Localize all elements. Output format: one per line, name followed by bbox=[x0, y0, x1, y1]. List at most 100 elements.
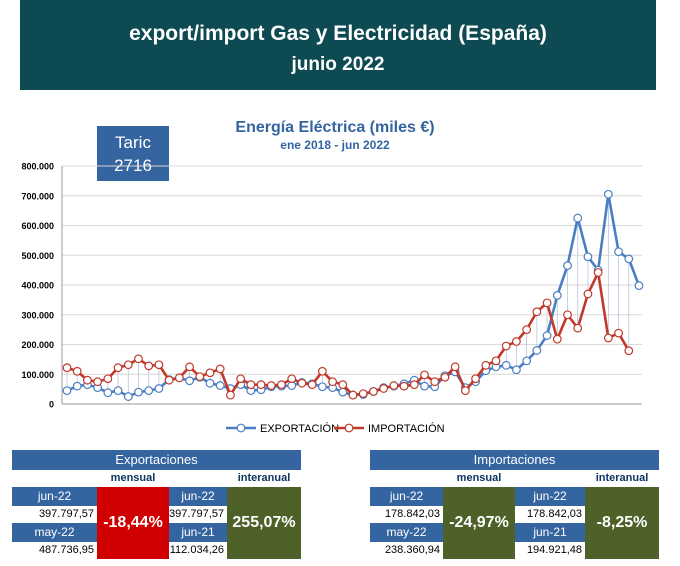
data-point bbox=[185, 376, 194, 386]
data-point bbox=[522, 325, 532, 335]
data-point bbox=[573, 323, 583, 333]
data-point bbox=[501, 341, 511, 351]
data-point bbox=[123, 392, 133, 401]
y-tick-label: 700.000 bbox=[21, 191, 54, 201]
data-point bbox=[297, 378, 307, 388]
data-point bbox=[164, 375, 174, 385]
legend-label: EXPORTACIÓN bbox=[260, 422, 339, 435]
data-point bbox=[389, 381, 399, 390]
data-point bbox=[62, 386, 72, 396]
data-point bbox=[103, 374, 113, 384]
data-point bbox=[348, 390, 358, 400]
report-title: export/import Gas y Electricidad (España… bbox=[129, 22, 547, 45]
data-point bbox=[522, 356, 532, 366]
data-point bbox=[420, 381, 429, 391]
imports-mensual-label: mensual bbox=[456, 472, 502, 484]
data-point bbox=[409, 380, 419, 390]
data-point bbox=[215, 381, 225, 390]
data-point bbox=[614, 247, 623, 257]
exports-yoy-cur-value: 397.797,57 bbox=[169, 506, 227, 523]
data-point bbox=[62, 363, 72, 373]
y-tick-label: 800.000 bbox=[21, 162, 54, 172]
data-point bbox=[471, 374, 480, 384]
data-point bbox=[72, 381, 82, 391]
data-point bbox=[532, 307, 542, 317]
data-point bbox=[552, 291, 562, 300]
data-point bbox=[154, 360, 164, 370]
data-point bbox=[205, 368, 215, 378]
exports-interanual-change: 255,07% bbox=[227, 487, 301, 559]
data-point bbox=[450, 362, 460, 372]
imports-yoy-prev-value: 194.921,48 bbox=[515, 542, 585, 559]
data-point bbox=[491, 356, 501, 366]
imports-cur-value: 178.842,03 bbox=[370, 506, 443, 523]
data-point bbox=[624, 254, 634, 264]
data-point bbox=[123, 360, 133, 370]
imports-mensual-change: -24,97% bbox=[443, 487, 515, 559]
data-point bbox=[614, 328, 623, 338]
data-point bbox=[512, 365, 521, 375]
data-point bbox=[195, 372, 205, 382]
data-point bbox=[583, 252, 593, 262]
exports-cur-month: jun-22 bbox=[12, 487, 97, 506]
data-point bbox=[103, 388, 113, 398]
data-point bbox=[266, 381, 276, 390]
data-point bbox=[328, 377, 337, 387]
data-point bbox=[501, 360, 511, 370]
exports-mensual-label: mensual bbox=[110, 472, 156, 484]
data-point bbox=[185, 362, 194, 372]
imports-cur-month: jun-22 bbox=[370, 487, 443, 506]
series-importacion bbox=[62, 268, 634, 400]
data-point bbox=[287, 374, 297, 384]
data-point bbox=[317, 366, 327, 376]
data-point bbox=[277, 380, 286, 390]
imports-interanual-label: interanual bbox=[595, 472, 649, 484]
data-point bbox=[542, 331, 552, 340]
data-point bbox=[358, 389, 368, 398]
taric-badge: Taric 2716 bbox=[97, 126, 169, 181]
data-point bbox=[563, 261, 572, 271]
data-point bbox=[338, 387, 348, 397]
data-point bbox=[603, 333, 613, 343]
data-point bbox=[205, 378, 215, 388]
data-point bbox=[307, 380, 317, 390]
data-point bbox=[624, 346, 634, 356]
legend-marker bbox=[344, 423, 354, 433]
data-point bbox=[512, 337, 521, 346]
data-point bbox=[215, 364, 225, 374]
exports-yoy-prev-month: jun-21 bbox=[169, 523, 227, 542]
chart-series bbox=[62, 189, 644, 401]
data-point bbox=[460, 386, 470, 396]
data-point bbox=[440, 372, 450, 382]
data-point bbox=[113, 363, 123, 373]
chart-title: Energía Eléctrica (miles €) bbox=[235, 119, 434, 136]
data-point bbox=[154, 384, 164, 393]
data-point bbox=[563, 310, 572, 320]
y-tick-label: 500.000 bbox=[21, 251, 54, 261]
y-tick-label: 200.000 bbox=[21, 340, 54, 350]
y-tick-label: 600.000 bbox=[21, 221, 54, 231]
chart-legend: EXPORTACIÓN IMPORTACIÓN bbox=[226, 422, 445, 435]
exports-mensual-change: -18,44% bbox=[97, 487, 169, 559]
data-point bbox=[72, 366, 82, 376]
data-point bbox=[144, 361, 154, 371]
chart-gridlines bbox=[62, 165, 642, 405]
exports-interanual-label: interanual bbox=[237, 472, 291, 484]
data-point bbox=[256, 380, 266, 390]
data-point bbox=[226, 390, 235, 400]
data-point bbox=[552, 334, 562, 344]
exports-table-title: Exportaciones bbox=[12, 450, 301, 470]
y-tick-label: 0 bbox=[49, 400, 54, 410]
electricity-chart: Energía Eléctrica (miles €) ene 2018 - j… bbox=[21, 119, 644, 435]
imports-yoy-cur-month: jun-22 bbox=[515, 487, 585, 506]
y-tick-label: 400.000 bbox=[21, 281, 54, 291]
imports-prev-month: may-22 bbox=[370, 523, 443, 542]
data-point bbox=[399, 381, 409, 391]
data-point bbox=[369, 387, 378, 396]
exports-prev-month: may-22 bbox=[12, 523, 97, 542]
data-point bbox=[634, 281, 644, 291]
imports-yoy-cur-value: 178.842,03 bbox=[515, 506, 585, 523]
data-point bbox=[430, 377, 440, 387]
data-point bbox=[573, 213, 583, 223]
data-point bbox=[420, 370, 429, 380]
